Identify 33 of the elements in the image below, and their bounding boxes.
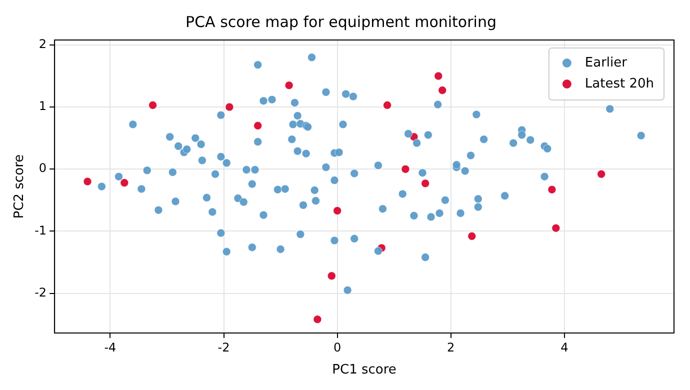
point (548, 185, 556, 194)
y-tick-label: -1 (34, 223, 47, 238)
x-tick-label: -2 (218, 340, 230, 354)
point (83, 177, 92, 186)
x-axis-title: PC1 score (332, 362, 396, 378)
point (254, 121, 262, 130)
x-tick-label: -4 (104, 340, 116, 354)
point (434, 72, 443, 80)
x-tick-label: 0 (333, 340, 342, 354)
point (383, 100, 392, 110)
point (284, 81, 294, 90)
y-tick-label: -2 (34, 285, 47, 300)
point (148, 100, 158, 110)
x-tick-label: 2 (447, 340, 455, 354)
point (468, 232, 476, 240)
x-tick-label: 4 (560, 340, 568, 354)
y-tick-label: 2 (38, 37, 47, 52)
point (597, 170, 606, 178)
legend-label: Earlier (584, 55, 628, 70)
point (438, 86, 447, 95)
point (333, 206, 342, 215)
chart-title: PCA score map for equipment monitoring (186, 12, 496, 31)
point (421, 179, 430, 188)
y-axis-title: PC2 score (12, 154, 28, 219)
y-tick-label: 1 (38, 99, 47, 114)
point (120, 178, 129, 188)
point (401, 164, 410, 174)
point (225, 102, 234, 112)
point (327, 272, 336, 280)
point (552, 224, 560, 232)
y-tick-label: 0 (38, 161, 47, 176)
point (313, 315, 322, 324)
legend-label: Latest 20h (584, 76, 654, 92)
